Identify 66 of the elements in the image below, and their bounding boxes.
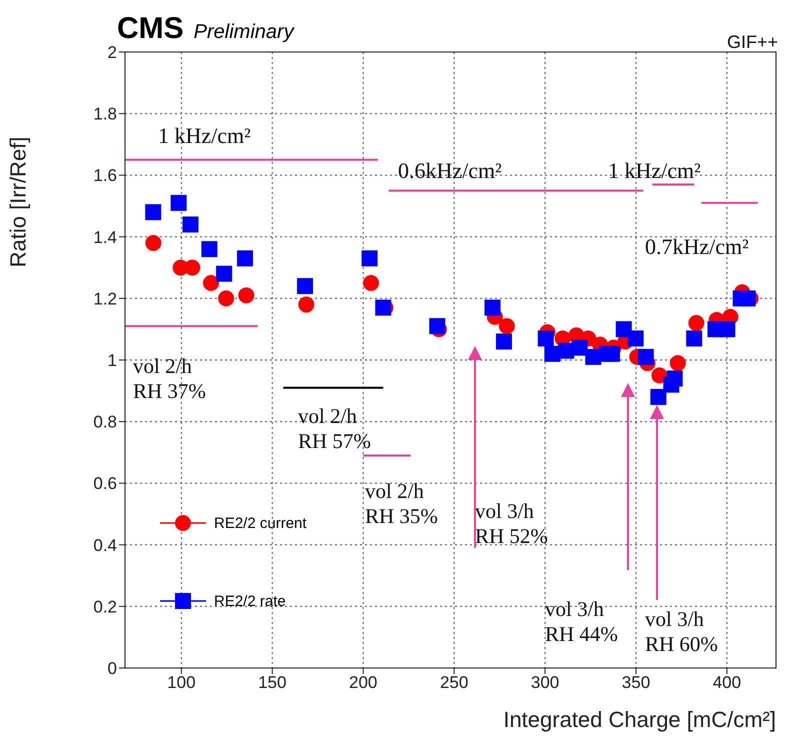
point [666, 370, 683, 386]
point [203, 275, 220, 291]
point [628, 330, 644, 346]
point [650, 388, 666, 405]
y-tick-label: 1.4 [93, 228, 117, 247]
y-tick-label: 0.8 [93, 412, 117, 432]
x-axis-title: Integrated Charge [mC/cm²] [503, 707, 776, 732]
chart-subtitle: Preliminary [194, 21, 294, 43]
point [740, 290, 756, 306]
point [604, 346, 620, 362]
y-tick-label: 0.6 [93, 474, 117, 494]
point [218, 290, 234, 306]
point [498, 318, 515, 334]
point [362, 250, 378, 266]
point [686, 330, 702, 346]
point [572, 340, 588, 356]
point [484, 300, 501, 316]
point [638, 348, 654, 365]
point [145, 234, 162, 251]
y-axis-title: Ratio [Irr/Ref] [6, 136, 31, 268]
point [363, 275, 380, 291]
point [170, 194, 187, 211]
legend-label: RE2/2 rate [214, 592, 286, 610]
point [496, 334, 512, 350]
x-tick-label: 100 [167, 673, 196, 692]
y-tick-label: 1.6 [93, 166, 117, 186]
point [670, 355, 686, 372]
annotation: vol 2/h RH 35% [365, 479, 438, 528]
point [429, 318, 446, 334]
x-tick-label: 200 [349, 673, 378, 692]
point [238, 287, 254, 304]
annotation: 1 kHz/cm² [608, 158, 702, 183]
annotation: 0.6kHz/cm² [398, 158, 502, 183]
point [216, 266, 232, 282]
y-tick-label: 2 [108, 43, 117, 62]
x-tick-label: 250 [440, 673, 468, 692]
annotation: vol 2/h RH 57% [298, 404, 371, 454]
text: GIF++ [726, 32, 778, 52]
point [719, 321, 736, 338]
x-tick-label: 400 [712, 673, 742, 692]
y-tick-label: 1 [108, 351, 117, 370]
x-tick-label: 150 [258, 673, 286, 692]
annotation: 1 kHz/cm² [158, 123, 252, 148]
point [297, 278, 314, 294]
annotation: vol 3/h RH 60% [645, 607, 718, 656]
legend-label: RE2/2 current [214, 514, 307, 532]
annotation: 0.7kHz/cm² [645, 234, 750, 259]
point [145, 204, 162, 220]
y-tick-label: 0.4 [93, 536, 117, 555]
point [201, 241, 218, 258]
y-tick-label: 1.8 [93, 104, 117, 124]
annotation: vol 3/h RH 52% [475, 499, 548, 548]
y-tick-label: 0.2 [93, 597, 117, 616]
y-tick-label: 1.2 [93, 289, 117, 308]
annotation: vol 2/h RH 37% [133, 354, 206, 404]
annotation: vol 3/h RH 44% [545, 597, 618, 646]
point [237, 250, 254, 266]
y-tick-label: 0 [108, 659, 117, 678]
x-tick-label: 350 [622, 673, 650, 692]
chart-title: CMS [117, 12, 184, 45]
x-tick-label: 300 [530, 673, 560, 692]
point [651, 367, 668, 384]
point [182, 216, 198, 232]
point [688, 315, 704, 332]
point [298, 296, 314, 313]
point [538, 330, 554, 346]
